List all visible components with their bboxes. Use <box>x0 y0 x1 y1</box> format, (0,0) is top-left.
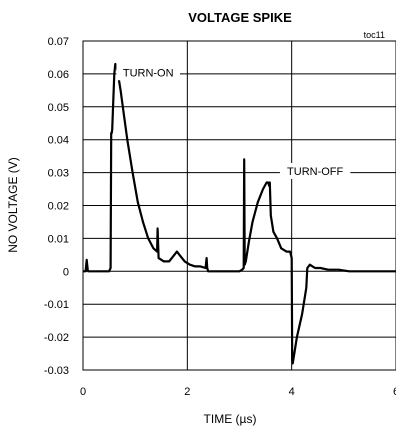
x-tick-label: 0 <box>80 386 86 398</box>
y-tick-label: -0.03 <box>44 365 69 377</box>
annotation-bg <box>116 64 181 81</box>
y-tick-label: 0.07 <box>48 36 69 48</box>
annotations: TURN-ON TURN-OFF <box>116 64 351 179</box>
chart-title: VOLTAGE SPIKE <box>188 10 292 25</box>
grid-lines <box>82 40 396 371</box>
y-tick-label: 0.01 <box>48 233 69 245</box>
y-tick-label: -0.02 <box>44 332 69 344</box>
series-line <box>83 62 396 365</box>
y-tick-label: 0.03 <box>48 168 69 180</box>
x-axis-label: TIME (µs) <box>204 412 257 426</box>
chart-tag: toc11 <box>364 30 385 40</box>
y-tick-label: -0.01 <box>44 299 69 311</box>
y-tick-label: 0.04 <box>48 135 69 147</box>
y-tick-labels: 0.07 0.06 0.05 0.04 0.03 0.02 0.01 0 -0.01 -0.02 -… <box>44 36 69 377</box>
x-tick-label: 6 <box>393 386 396 398</box>
plot-frame <box>82 40 396 371</box>
x-tick-label: 2 <box>184 386 190 398</box>
y-axis-label: NO VOLTAGE (V) <box>6 157 20 253</box>
annotation-label: TURN-OFF <box>287 166 343 178</box>
y-tick-label: 0.02 <box>48 201 69 213</box>
x-tick-label: 4 <box>289 386 295 398</box>
y-tick-label: 0 <box>63 266 69 278</box>
y-tick-label: 0.06 <box>48 69 69 81</box>
annotation-label: TURN-ON <box>123 67 174 79</box>
y-tick-label: 0.05 <box>48 102 69 114</box>
x-tick-labels: 0 2 4 6 <box>80 386 396 398</box>
annotation-bg <box>279 162 351 179</box>
